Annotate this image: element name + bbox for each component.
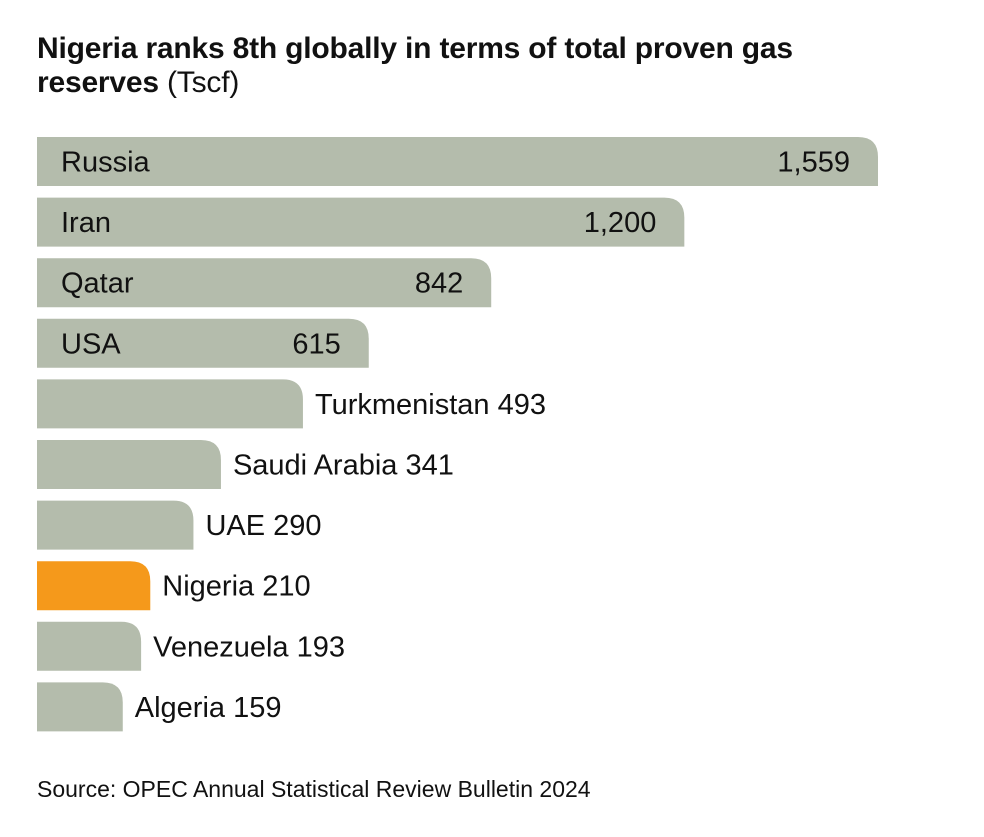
bar-russia bbox=[37, 137, 878, 186]
source-note: Source: OPEC Annual Statistical Review B… bbox=[37, 776, 591, 802]
bar-saudi-arabia bbox=[37, 440, 221, 489]
value-label-iran: 1,200 bbox=[584, 207, 657, 239]
value-label-usa: 615 bbox=[292, 328, 340, 360]
value-label-venezuela: 193 bbox=[297, 631, 345, 663]
value-label-qatar: 842 bbox=[415, 268, 463, 300]
bar-qatar bbox=[37, 258, 492, 308]
bar-algeria bbox=[37, 682, 123, 732]
bar-usa bbox=[37, 318, 369, 368]
category-label-venezuela: Venezuela bbox=[153, 631, 297, 663]
value-label-saudi-arabia: 341 bbox=[405, 450, 453, 482]
category-label-qatar: Qatar bbox=[61, 268, 134, 300]
category-label-turkmenistan: Turkmenistan bbox=[315, 389, 498, 421]
bar-label-uae: UAE 290 bbox=[205, 510, 321, 542]
bar-label-nigeria: Nigeria 210 bbox=[162, 571, 310, 603]
chart-title-main: Nigeria ranks 8th globally in terms of t… bbox=[37, 32, 793, 99]
bar-chart: Russia 1,559 Iran 1,200 Qatar 842 USA 615 Turkme… bbox=[37, 137, 878, 732]
chart-title-unit: (Tscf) bbox=[167, 66, 240, 99]
bar-venezuela bbox=[37, 621, 142, 671]
value-label-nigeria: 210 bbox=[262, 571, 310, 603]
category-label-russia: Russia bbox=[61, 147, 151, 179]
category-label-usa: USA bbox=[61, 328, 121, 360]
category-label-nigeria: Nigeria bbox=[162, 571, 262, 603]
bar-nigeria bbox=[37, 561, 151, 611]
value-label-uae: 290 bbox=[273, 510, 321, 542]
category-label-algeria: Algeria bbox=[135, 692, 233, 724]
category-label-iran: Iran bbox=[61, 207, 111, 239]
category-label-uae: UAE bbox=[205, 510, 273, 542]
bar-uae bbox=[37, 500, 194, 550]
chart-title: Nigeria ranks 8th globally in terms of t… bbox=[37, 32, 797, 100]
bar-label-algeria: Algeria 159 bbox=[135, 692, 282, 724]
value-label-turkmenistan: 493 bbox=[498, 389, 546, 421]
value-label-algeria: 159 bbox=[233, 692, 281, 724]
bar-iran bbox=[37, 197, 685, 247]
bar-label-venezuela: Venezuela 193 bbox=[153, 631, 345, 663]
bar-label-turkmenistan: Turkmenistan 493 bbox=[315, 389, 546, 421]
bar-turkmenistan bbox=[37, 379, 303, 429]
value-label-russia: 1,559 bbox=[777, 147, 850, 179]
category-label-saudi-arabia: Saudi Arabia bbox=[233, 450, 406, 482]
bar-label-saudi-arabia: Saudi Arabia 341 bbox=[233, 450, 454, 482]
